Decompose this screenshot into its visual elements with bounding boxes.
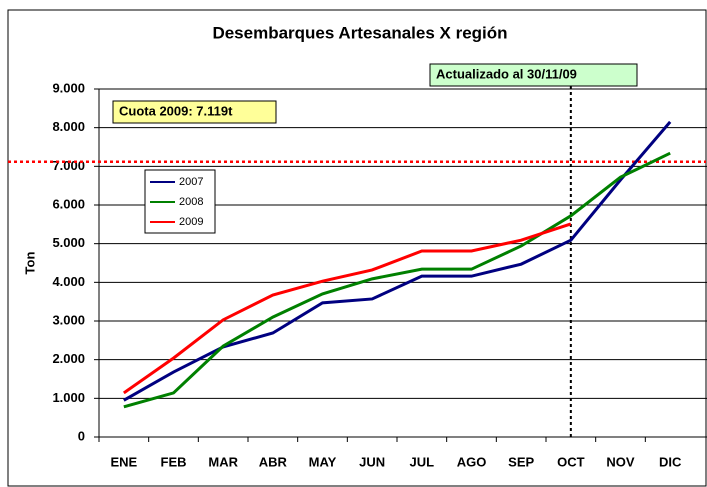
chart: Desembarques Artesanales X región Ton 0 1… [0,0,707,487]
y-tick-label: 6.000 [52,196,85,211]
x-tick-label: MAR [208,454,238,469]
x-tick-label: JUL [410,454,435,469]
x-tick-label: AGO [457,454,487,469]
y-axis-label: Ton [22,252,37,275]
y-tick-label: 7.000 [52,158,85,173]
x-tick-label: FEB [161,454,187,469]
x-tick-label: NOV [606,454,635,469]
x-tick-label: JUN [359,454,385,469]
y-tick-label: 9.000 [52,80,85,95]
legend-label: 2009 [179,216,203,228]
x-tick-label: DIC [659,454,682,469]
quota-label: Cuota 2009: 7.119t [119,103,233,118]
update-label: Actualizado al 30/11/09 [436,66,577,81]
legend-label: 2008 [179,196,203,208]
x-tick-label: OCT [557,454,585,469]
y-tick-label: 3.000 [52,312,85,327]
x-tick-label: ENE [110,454,137,469]
y-tick-label: 5.000 [52,235,85,250]
x-tick-label: MAY [309,454,337,469]
x-tick-label: ABR [259,454,288,469]
x-tick-label: SEP [508,454,534,469]
legend-label: 2007 [179,176,203,188]
y-tick-label: 0 [78,428,85,443]
y-tick-label: 8.000 [52,119,85,134]
chart-title: Desembarques Artesanales X región [212,23,507,42]
y-tick-label: 2.000 [52,351,85,366]
y-tick-label: 1.000 [52,390,85,405]
page: {"chart_data": {"type": "line", "title":… [0,0,707,487]
y-tick-label: 4.000 [52,274,85,289]
